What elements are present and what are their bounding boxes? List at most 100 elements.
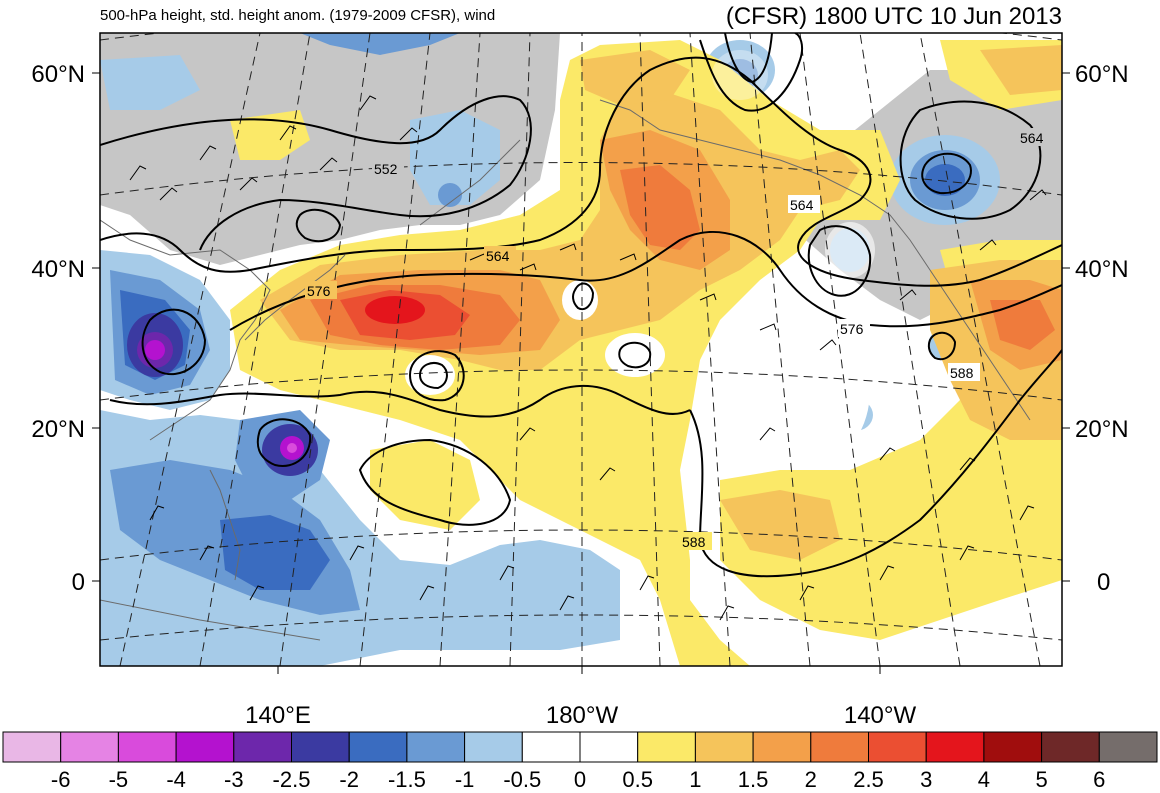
meridian-6 bbox=[509, 33, 531, 666]
colorbar-label: -5 bbox=[109, 767, 129, 788]
contour-552 bbox=[100, 95, 532, 251]
contour-564-west bbox=[100, 56, 841, 273]
wind-barb bbox=[759, 323, 777, 331]
wind-barb bbox=[619, 253, 637, 261]
parallel-minus-10 bbox=[100, 614, 1062, 641]
meridian-5 bbox=[439, 33, 481, 666]
blue-region-midlat bbox=[410, 110, 500, 205]
orange-region-northeast bbox=[980, 45, 1062, 95]
wind-barb bbox=[879, 447, 896, 461]
colorbar-label: -1.5 bbox=[388, 767, 426, 788]
contour-label-564-west: 564 bbox=[486, 248, 510, 264]
orange-region-southeast bbox=[720, 490, 840, 560]
contour-588-east bbox=[689, 349, 1062, 578]
colorbar-label: 4 bbox=[978, 767, 990, 788]
white-cell-2 bbox=[562, 280, 598, 320]
blue-region-west-pacific-core bbox=[220, 515, 330, 590]
blue-core-midlat bbox=[438, 183, 462, 207]
colorbar-labels: -6 -5 -4 -3 -2.5 -2 -1.5 -1 -0.5 0 0.5 1 1.5 2 2.5 3 4 5 6 bbox=[51, 767, 1106, 792]
wind-barb bbox=[399, 127, 418, 141]
colorbar-label: -2 bbox=[339, 767, 359, 788]
white-cell-4 bbox=[825, 222, 875, 278]
yellow-region-east-pacific bbox=[720, 380, 1062, 640]
colorbar-swatch bbox=[406, 731, 466, 763]
wind-barb bbox=[199, 545, 215, 561]
colorbar-swatch bbox=[521, 731, 581, 763]
colorbar-label: 0 bbox=[574, 767, 586, 788]
wind-barb bbox=[559, 595, 575, 611]
contour-label-588-east: 588 bbox=[950, 365, 974, 381]
title-left: 500-hPa height, std. height anom. (1979-… bbox=[100, 7, 495, 24]
parallel-0 bbox=[100, 529, 1062, 561]
wind-barb bbox=[239, 177, 258, 191]
wind-barb bbox=[1019, 505, 1035, 521]
longitude-labels: 140°E 180°W 140°W bbox=[245, 702, 916, 729]
colorbar-swatch bbox=[868, 731, 927, 763]
meridian-12 bbox=[859, 33, 961, 666]
meridian-1 bbox=[119, 33, 261, 666]
contour-cell-5 bbox=[141, 308, 207, 376]
contour-cell-4 bbox=[295, 208, 342, 243]
meridian-13 bbox=[919, 33, 1041, 666]
wind-barb bbox=[819, 339, 837, 351]
coastline-japan bbox=[244, 254, 346, 341]
graticule bbox=[100, 33, 1062, 666]
colorbar-swatch bbox=[810, 731, 869, 763]
coastline-kamchatka bbox=[419, 139, 521, 226]
colorbar-label: 5 bbox=[1035, 767, 1047, 788]
colorbar-label: -3 bbox=[224, 767, 244, 788]
contour-cell-6 bbox=[256, 418, 312, 467]
lon-label-180w: 180°W bbox=[546, 702, 619, 729]
wind-barb bbox=[359, 95, 377, 111]
colorbar-swatch bbox=[579, 731, 639, 763]
colorbar-swatch bbox=[2, 731, 62, 763]
contour-eastern-low-1 bbox=[899, 100, 1042, 220]
wind-barb bbox=[599, 467, 616, 481]
blue-region-top bbox=[300, 33, 460, 55]
wind-barbs bbox=[129, 95, 1047, 621]
contour-center-cell-2 bbox=[418, 362, 448, 390]
wind-barb bbox=[959, 545, 975, 561]
contour-label-576-east: 576 bbox=[840, 321, 864, 337]
wind-barb bbox=[559, 243, 577, 251]
contour-labels: 552 564 564 564 576 576 588 588 bbox=[305, 128, 1050, 550]
contour-south-loop bbox=[358, 438, 512, 526]
wind-barb bbox=[199, 145, 217, 161]
meridian-9 bbox=[689, 33, 731, 666]
colorbar-label: -2.5 bbox=[273, 767, 311, 788]
colorbar-label: 1.5 bbox=[738, 767, 769, 788]
latitude-labels: 60°N 40°N 20°N 0 60°N 40°N 20°N 0 bbox=[31, 61, 1128, 596]
colorbar-swatch bbox=[464, 731, 523, 763]
colorbar-label: 6 bbox=[1093, 767, 1105, 788]
map-frame bbox=[99, 32, 1063, 667]
blue-core-gulf-alaska bbox=[925, 164, 965, 196]
colorbar-label: 1 bbox=[689, 767, 701, 788]
wind-barb bbox=[699, 293, 717, 301]
wind-barb bbox=[319, 157, 338, 171]
lat-label-left-0: 0 bbox=[72, 569, 85, 596]
colorbar bbox=[2, 731, 1158, 763]
meridian-4 bbox=[359, 33, 431, 666]
meridian-2 bbox=[199, 33, 311, 666]
wind-barb bbox=[519, 263, 537, 271]
contour-bering-2 bbox=[724, 33, 773, 84]
contour-nc-low bbox=[807, 225, 872, 297]
lon-label-140w: 140°W bbox=[844, 702, 917, 729]
coastline-philippines bbox=[209, 469, 241, 581]
wind-barb bbox=[499, 565, 515, 581]
purple-core-japan-low bbox=[145, 340, 165, 360]
wind-barb bbox=[879, 565, 895, 581]
map-panel: 552 564 564 564 576 576 588 588 bbox=[100, 33, 1062, 666]
wind-barb bbox=[799, 585, 815, 601]
contour-center-cell-1 bbox=[408, 350, 465, 402]
colorbar-swatch bbox=[1098, 731, 1158, 763]
colorbar-swatch bbox=[925, 731, 985, 763]
colorbar-swatch bbox=[694, 731, 754, 763]
contour-cell-1 bbox=[572, 282, 595, 311]
colorbar-swatch bbox=[233, 731, 293, 763]
wind-barb bbox=[419, 585, 435, 601]
red-core bbox=[365, 296, 425, 324]
contour-588-west bbox=[109, 384, 691, 418]
